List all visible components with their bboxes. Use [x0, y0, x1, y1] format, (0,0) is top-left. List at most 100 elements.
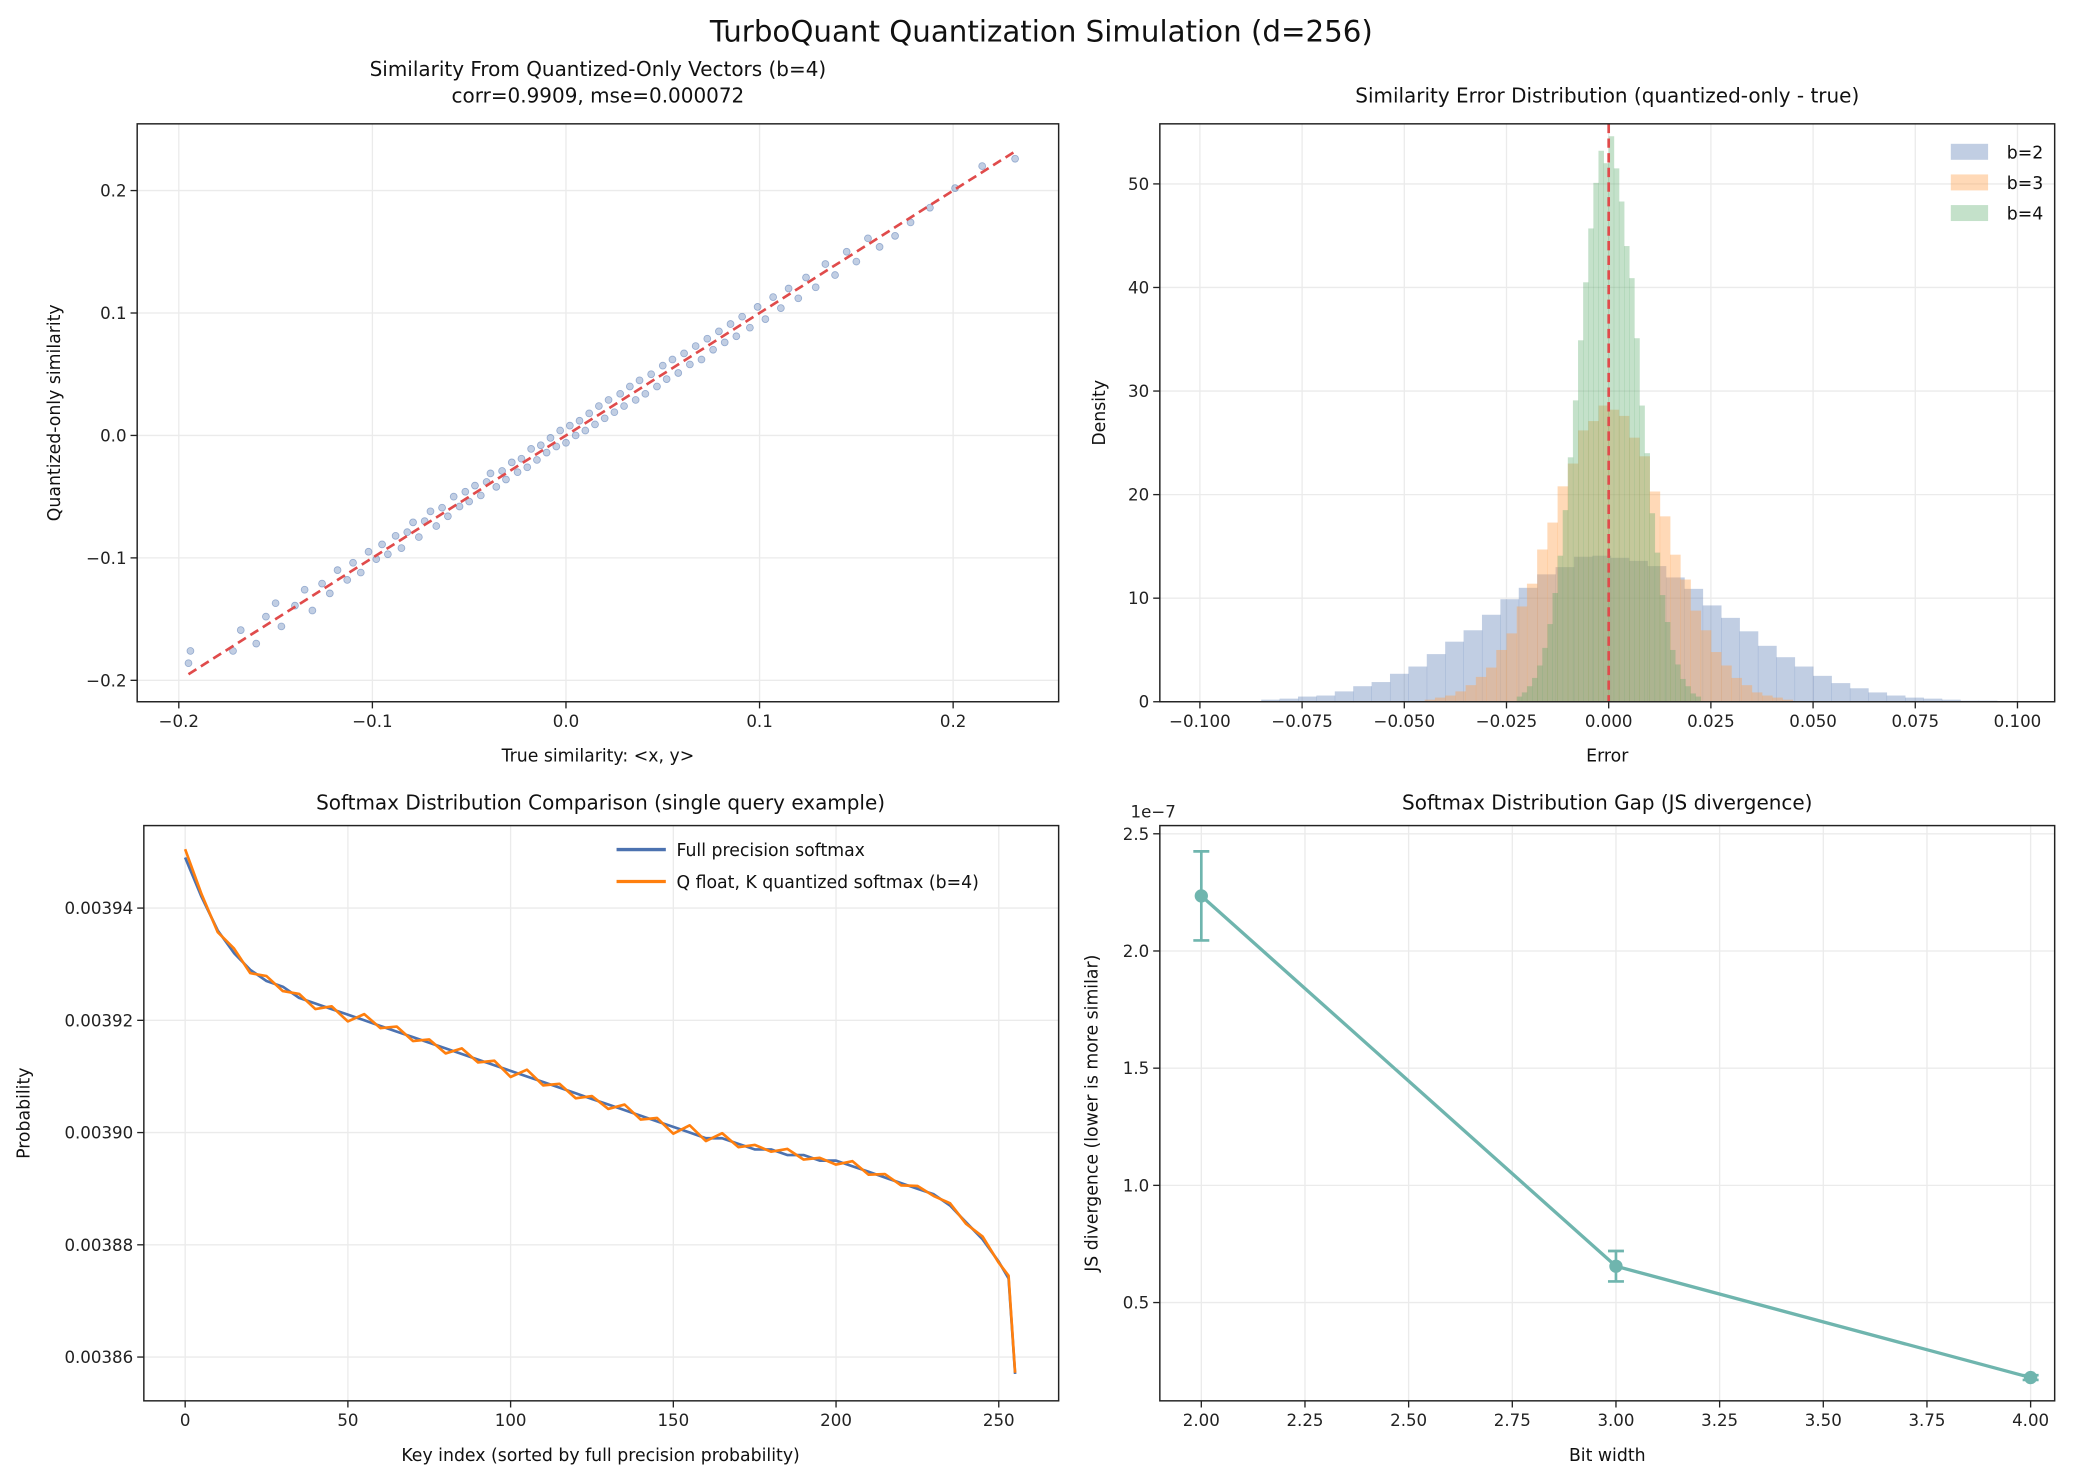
subplot-title: Similarity From Quantized-Only Vectors (… [370, 57, 827, 81]
y-tick-label: 50 [1128, 175, 1149, 194]
scatter-point [769, 293, 777, 301]
histogram-bar [1639, 456, 1650, 702]
subplot-4: 2.00 2.25 2.50 2.75 3.00 3.25 3.50 3.75 4.00 0.5 1… [1082, 791, 2056, 1466]
x-tick-label: −0.025 [1476, 712, 1538, 731]
scatter-point [271, 599, 280, 608]
axes-frame [143, 824, 1060, 1402]
histogram-bar [1500, 599, 1520, 702]
histogram-bar [1426, 654, 1446, 702]
histogram-bar [1371, 682, 1391, 702]
data-point [1194, 889, 1208, 903]
histogram-bar [1578, 430, 1589, 702]
y-offset-label: 1e−7 [1131, 803, 1176, 822]
scatter-point [635, 376, 644, 385]
x-tick-label: 4.00 [2012, 1411, 2049, 1430]
scatter-point [842, 247, 851, 256]
scatter-point [486, 469, 495, 478]
scatter-point [575, 416, 584, 425]
histogram-bar [1588, 228, 1594, 702]
x-tick-label: −0.075 [1271, 712, 1333, 731]
scatter-point [507, 458, 516, 467]
scatter-point [784, 284, 793, 293]
x-tick-label: 150 [657, 1411, 689, 1430]
plot-area [184, 149, 1019, 676]
scatter-point [631, 396, 640, 404]
plot-area [1193, 850, 2039, 1385]
scatter-point [262, 612, 270, 621]
scatter-point [571, 431, 580, 440]
histogram-bar [1647, 566, 1667, 702]
histogram-bar [1518, 587, 1538, 702]
scatter-point [726, 320, 735, 328]
scatter-point [409, 518, 417, 527]
x-tick-label: 2.00 [1183, 1411, 1220, 1430]
y-tick-label: 0.00392 [64, 1011, 133, 1030]
scatter-point [715, 327, 723, 336]
histogram-bar [1659, 595, 1666, 702]
scatter-point [236, 626, 245, 634]
histogram-bar [1526, 583, 1538, 702]
scatter-point [536, 441, 545, 450]
y-tick-label: 0.2 [100, 182, 126, 201]
scatter-point [502, 475, 510, 484]
y-axis-label: Density [1090, 380, 1110, 446]
legend-label: b=3 [2007, 174, 2043, 194]
scatter-point [438, 503, 446, 512]
histogram-bar [1649, 491, 1661, 702]
scatter-point [449, 492, 458, 501]
histogram-bar [1700, 630, 1712, 702]
scatter-point [1011, 154, 1019, 163]
scatter-point [732, 332, 741, 341]
histogram-bar [1486, 667, 1497, 702]
x-tick-label: 250 [983, 1411, 1015, 1430]
histogram-bar [1532, 677, 1538, 702]
histogram-bar [1776, 657, 1796, 702]
y-tick-label: 2.0 [1123, 942, 1149, 961]
legend-swatch [1950, 174, 1989, 191]
x-tick-label: 0.050 [1789, 712, 1837, 731]
scatter-point [517, 454, 526, 463]
histogram-bar [1389, 673, 1409, 702]
scatter-point [432, 522, 441, 530]
histogram-bar [1573, 556, 1593, 702]
x-tick-label: 0.2 [940, 712, 966, 731]
scatter-point [641, 389, 650, 398]
y-tick-label: 0.1 [100, 304, 126, 323]
histogram-bar [1675, 664, 1681, 702]
scatter-point [397, 544, 406, 552]
scatter-point [697, 355, 706, 364]
scatter-point [625, 382, 634, 391]
histogram-series-b=3 [1424, 405, 1794, 702]
scatter-point [403, 528, 412, 537]
histogram-bar [1649, 513, 1656, 702]
histogram-bar [1618, 415, 1630, 702]
x-tick-label: 0.075 [1891, 712, 1939, 731]
histogram-bar [1547, 522, 1558, 702]
legend-label: b=2 [2007, 143, 2043, 163]
histogram-bar [1751, 692, 1763, 702]
histogram-bar [1562, 510, 1569, 702]
histogram-bar [1475, 676, 1487, 702]
scatter-point [674, 369, 683, 377]
histogram-bar [1690, 693, 1696, 702]
scatter-point [349, 558, 357, 567]
scatter-point [585, 409, 594, 418]
scatter-point [811, 283, 820, 292]
histogram-bar [1757, 645, 1777, 702]
scatter-point [753, 303, 762, 311]
histogram-bar [1629, 560, 1648, 702]
histogram-bar [1445, 695, 1456, 702]
x-axis-label: Error [1586, 747, 1629, 767]
histogram-bar [1261, 699, 1281, 702]
histogram-bar [1761, 695, 1773, 702]
scatter-point [600, 414, 609, 423]
legend-label: Full precision softmax [676, 841, 864, 861]
histogram-bar [1639, 405, 1645, 702]
histogram-bar [1690, 610, 1702, 702]
legend-swatch [1950, 143, 1989, 160]
scatter-point [356, 568, 365, 577]
scatter-point [761, 315, 770, 323]
x-tick-label: 200 [820, 1411, 852, 1430]
histogram-bar [1547, 624, 1553, 702]
